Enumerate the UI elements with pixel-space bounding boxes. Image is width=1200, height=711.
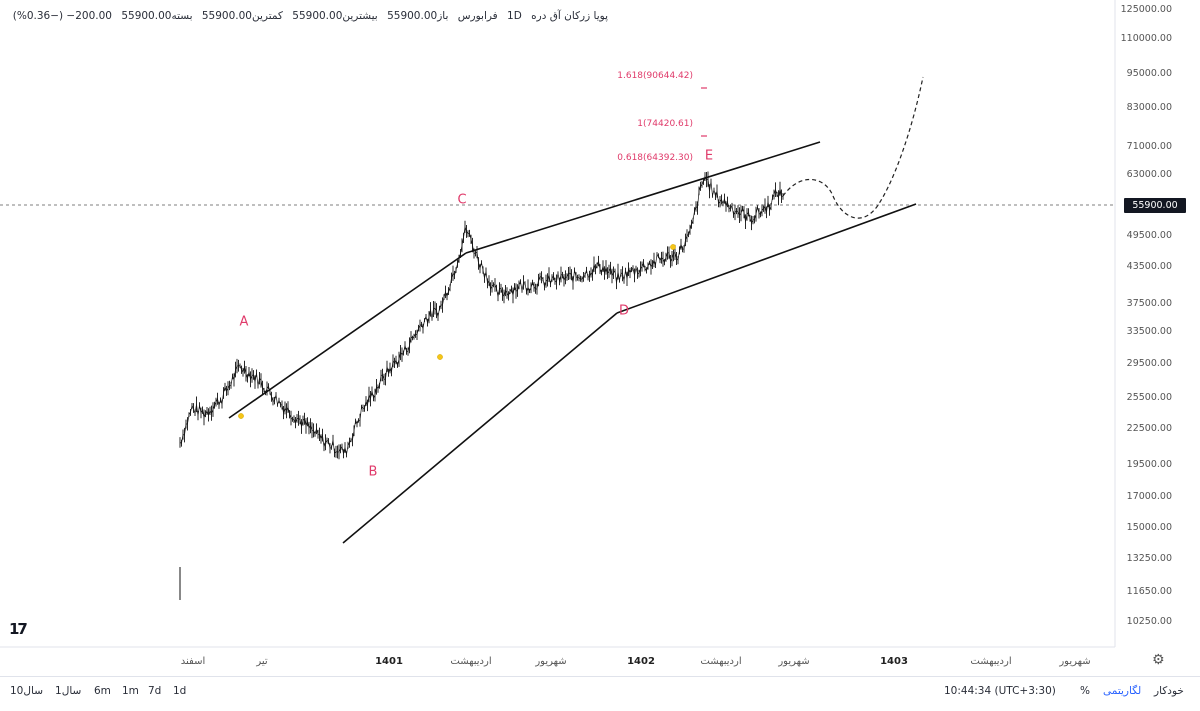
price-series — [179, 171, 784, 600]
gear-icon[interactable]: ⚙ — [1152, 652, 1165, 668]
price-line — [179, 175, 783, 455]
clock[interactable]: 10:44:34 (UTC+3:30) — [944, 685, 1056, 697]
header-open: باز55900.00 — [387, 10, 449, 22]
log-toggle[interactable]: لگاریتمی — [1103, 685, 1142, 697]
price-tick-label: 29500.00 — [1127, 358, 1172, 369]
price-tick-label: 43500.00 — [1127, 261, 1172, 272]
time-axis: اسفند تیر 1401 اردیبهشت شهریور 1402 اردیبهشت شه… — [181, 656, 1091, 667]
price-tick-label: 10250.00 — [1127, 616, 1172, 627]
price-tick-label: 15000.00 — [1127, 522, 1172, 533]
channel-lines — [228, 141, 917, 544]
wave-label-e: E — [705, 148, 713, 163]
header-low: کمترین55900.00 — [201, 10, 283, 22]
header-change: 200.00− (−0.36%) — [12, 10, 112, 22]
time-tick-label: شهریور — [534, 656, 566, 667]
percent-toggle[interactable]: % — [1080, 685, 1090, 697]
last-price-badge: 55900.00 — [1124, 198, 1186, 213]
time-tick-label: 1403 — [880, 656, 908, 667]
wave-label-a: A — [240, 314, 249, 329]
time-tick-label: شهریور — [777, 656, 809, 667]
wave-labels: A B C D E — [240, 148, 714, 479]
header-high: بیشترین55900.00 — [292, 10, 378, 22]
event-marker — [437, 354, 443, 360]
header-close: بسته55900.00 — [121, 10, 193, 22]
timeframe-7d[interactable]: 7d — [148, 685, 162, 697]
price-tick-label: 19500.00 — [1127, 459, 1172, 470]
timeframe-1y[interactable]: 1سال — [55, 685, 82, 697]
price-tick-label: 49500.00 — [1127, 230, 1172, 241]
trendline — [228, 252, 467, 419]
price-tick-label: 71000.00 — [1127, 141, 1172, 152]
wave-label-b: B — [369, 465, 378, 480]
price-tick-label: 25500.00 — [1127, 392, 1172, 403]
trendline — [616, 203, 917, 314]
time-tick-label: 1402 — [627, 656, 655, 667]
time-tick-label: شهریور — [1058, 656, 1090, 667]
price-tick-label: 83000.00 — [1127, 102, 1172, 113]
trendline — [342, 312, 618, 544]
price-tick-label: 63000.00 — [1127, 169, 1172, 180]
wave-label-c: C — [457, 192, 466, 207]
time-tick-label: 1401 — [375, 656, 403, 667]
time-tick-label: اردیبهشت — [700, 656, 741, 667]
price-tick-label: 125000.00 — [1121, 4, 1172, 15]
header-interval: 1D — [507, 10, 522, 22]
timeframe-10y[interactable]: 10سال — [10, 685, 44, 697]
symbol-header: پویا زرکان آق دره 1D فرابورس باز55900.00… — [7, 10, 608, 22]
price-tick-label: 11650.00 — [1127, 586, 1172, 597]
auto-toggle[interactable]: خودکار — [1154, 685, 1184, 697]
trendline — [465, 141, 821, 254]
price-tick-label: 13250.00 — [1127, 553, 1172, 564]
header-exchange: فرابورس — [457, 10, 498, 22]
fib-label: 1.618(90644.42) — [617, 71, 693, 81]
time-tick-label: اردیبهشت — [970, 656, 1011, 667]
time-tick-label: اردیبهشت — [450, 656, 491, 667]
timeframe-6m[interactable]: 6m — [94, 685, 111, 697]
price-tick-label: 110000.00 — [1121, 33, 1172, 44]
wave-label-d: D — [619, 303, 629, 318]
event-marker — [238, 413, 244, 419]
bottom-toolbar — [0, 676, 1200, 708]
event-markers — [238, 244, 676, 419]
event-marker — [670, 244, 676, 250]
price-tick-label: 17000.00 — [1127, 491, 1172, 502]
header-symbol: پویا زرکان آق دره — [531, 10, 608, 22]
price-tick-label: 33500.00 — [1127, 326, 1172, 337]
tradingview-logo-icon[interactable]: 17 — [9, 620, 28, 638]
timeframe-1d[interactable]: 1d — [173, 685, 187, 697]
fib-label: 1(74420.61) — [637, 119, 693, 129]
time-tick-label: تیر — [255, 656, 268, 667]
price-tick-label: 37500.00 — [1127, 298, 1172, 309]
price-tick-label: 95000.00 — [1127, 68, 1172, 79]
price-axis: 125000.00 110000.00 95000.00 83000.00 71000.… — [1121, 4, 1172, 627]
time-tick-label: اسفند — [181, 656, 205, 667]
projection-curve — [782, 76, 924, 219]
fib-labels: 1.618(90644.42) 1(74420.61) 0.618(64392.30… — [617, 71, 707, 163]
timeframe-1m[interactable]: 1m — [122, 685, 139, 697]
price-tick-label: 22500.00 — [1127, 423, 1172, 434]
fib-label: 0.618(64392.30) — [617, 153, 693, 163]
